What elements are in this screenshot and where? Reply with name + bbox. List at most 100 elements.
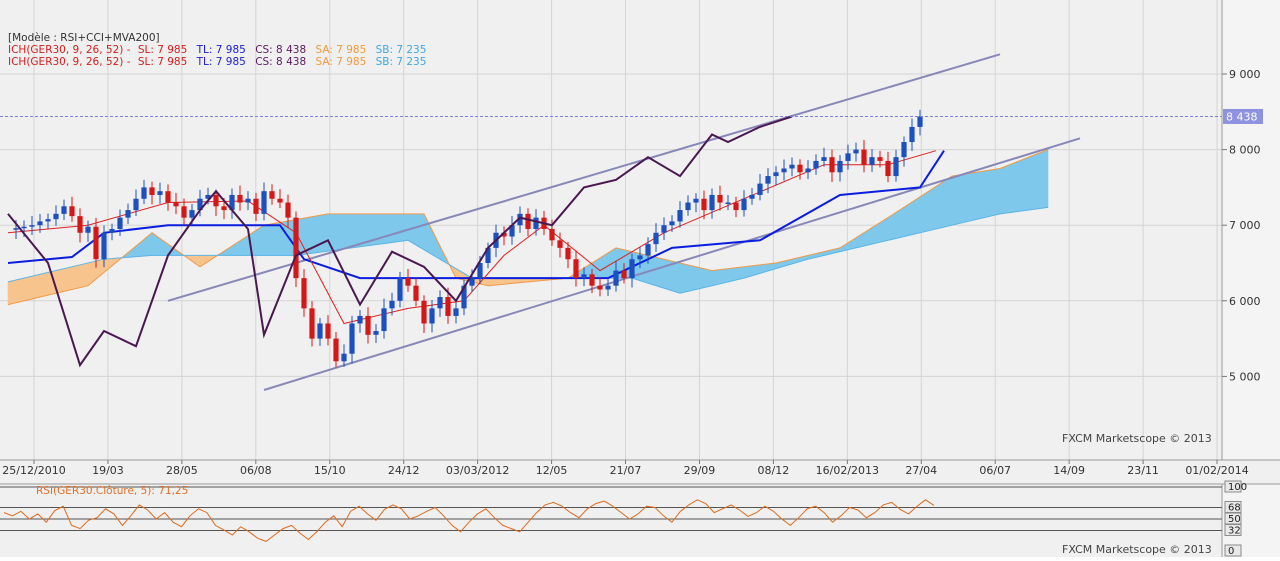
cloud-segment — [880, 220, 884, 242]
cloud-segment — [332, 214, 336, 251]
candle-body — [573, 259, 578, 278]
candle-body — [437, 297, 442, 308]
candle-body — [773, 172, 778, 176]
cloud-segment — [348, 214, 352, 249]
cloud-segment — [956, 175, 960, 224]
cloud-segment — [400, 214, 404, 242]
candle-body — [565, 248, 570, 259]
cloud-segment — [276, 222, 280, 255]
candle-body — [685, 203, 690, 211]
candle-body — [909, 127, 914, 142]
candle-body — [221, 206, 226, 210]
candle-body — [61, 206, 66, 214]
candle-body — [301, 278, 306, 308]
cloud-segment — [416, 214, 420, 248]
candle-body — [525, 214, 530, 229]
cloud-segment — [1020, 159, 1024, 211]
cloud-segment — [676, 262, 680, 293]
date-tick-label: 08/12 — [758, 464, 790, 477]
cloud-segment — [728, 268, 732, 282]
candle-body — [173, 203, 178, 207]
cloud-segment — [384, 214, 388, 244]
cloud-segment — [1032, 154, 1036, 209]
cloud-segment — [1040, 151, 1044, 208]
candle-body — [725, 203, 730, 205]
cloud-segment — [960, 174, 964, 223]
candle-body — [653, 233, 658, 244]
cloud-segment — [684, 264, 688, 292]
date-tick-label: 24/12 — [388, 464, 420, 477]
candle-body — [165, 191, 170, 202]
watermark-rsi: FXCM Marketscope © 2013 — [1062, 543, 1212, 556]
candle-body — [181, 206, 186, 217]
watermark-main: FXCM Marketscope © 2013 — [1062, 432, 1212, 445]
cloud-segment — [600, 255, 604, 278]
cloud-segment — [16, 279, 20, 303]
cloud-segment — [320, 215, 324, 253]
candle-body — [341, 354, 346, 362]
candle — [293, 211, 298, 287]
candle-body — [861, 150, 866, 165]
cloud-segment — [316, 215, 320, 252]
cloud-segment — [924, 192, 928, 232]
cloud-segment — [948, 176, 952, 226]
candle-body — [277, 199, 282, 203]
candle-body — [717, 195, 722, 203]
cloud-segment — [496, 278, 500, 285]
price-tick-label: 9 000 — [1229, 68, 1261, 81]
date-tick-label: 28/05 — [166, 464, 198, 477]
cloud-segment — [940, 181, 944, 228]
cloud-segment — [988, 170, 992, 217]
cloud-segment — [980, 171, 984, 219]
cloud-segment — [748, 266, 752, 277]
candle-body — [21, 227, 26, 229]
candle-body — [597, 286, 602, 290]
candle-body — [813, 161, 818, 169]
cloud-segment — [872, 225, 876, 244]
candle-body — [805, 169, 810, 173]
cloud-segment — [344, 214, 348, 249]
rsi-tick-label: 50 — [1228, 514, 1241, 525]
cloud-segment — [268, 224, 272, 256]
candle-body — [757, 184, 762, 195]
candle-body — [389, 301, 394, 309]
candle-body — [125, 210, 130, 218]
cloud-segment — [692, 266, 696, 291]
candle-body — [693, 199, 698, 203]
candle-body — [821, 157, 826, 161]
cloud-segment — [244, 236, 248, 256]
cloud-segment — [680, 263, 684, 293]
candle-body — [157, 191, 162, 195]
cloud-segment — [352, 214, 356, 248]
ich-legend-row-2: ICH(GER30, 9, 26, 52) - SL: 7 985 TL: 7 … — [8, 56, 426, 68]
cloud-segment — [300, 218, 304, 255]
date-tick-label: 14/09 — [1053, 464, 1085, 477]
date-tick-label: 06/07 — [979, 464, 1011, 477]
cloud-segment — [396, 214, 400, 242]
cloud-segment — [80, 264, 84, 288]
cloud-segment — [8, 281, 12, 305]
date-tick-label: 12/05 — [536, 464, 568, 477]
cloud-segment — [24, 277, 28, 301]
cloud-segment — [492, 278, 496, 285]
candle-body — [69, 206, 74, 216]
candle-body — [669, 221, 674, 225]
date-tick-label: 29/09 — [684, 464, 716, 477]
cloud-segment — [996, 169, 1000, 215]
cloud-segment — [932, 186, 936, 229]
candle-body — [453, 308, 458, 316]
candle-body — [101, 233, 106, 259]
candle-body — [869, 157, 874, 165]
cloud-segment — [412, 214, 416, 245]
candle-body — [381, 308, 386, 331]
cloud-segment — [904, 205, 908, 237]
cloud-segment — [252, 230, 256, 255]
candle-body — [701, 199, 706, 210]
cloud-segment — [404, 214, 408, 241]
date-tick-label: 19/03 — [92, 464, 124, 477]
cloud-segment — [1012, 162, 1016, 212]
candle-body — [93, 227, 98, 260]
cloud-segment — [952, 175, 956, 225]
